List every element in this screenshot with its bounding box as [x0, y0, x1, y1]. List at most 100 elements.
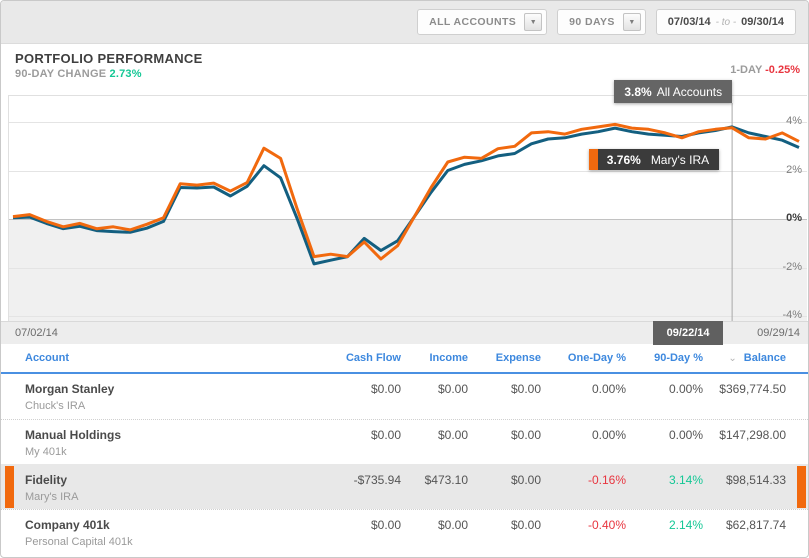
gridline-4pct [9, 122, 807, 123]
table-row-company-401k[interactable]: Company 401k Personal Capital 401k $0.00 $0… [1, 509, 808, 554]
one-day-pct-cell: 0.00% [591, 428, 626, 442]
table-row-morgan-stanley[interactable]: Morgan Stanley Chuck's IRA $0.00 $0.00 $0.00… [1, 374, 808, 419]
chart-plot-area[interactable]: 3.8% All Accounts 3.76% Mary's IRA 4% 2% 0… [8, 80, 807, 322]
one-day-change: 1-DAY -0.25% [730, 64, 800, 76]
table-body: Morgan Stanley Chuck's IRA $0.00 $0.00 $0.00… [1, 374, 808, 554]
ninety-day-change-label: 90-DAY CHANGE [15, 68, 107, 80]
series-line-mary-s-ira [12, 122, 800, 261]
period-dropdown-button[interactable]: ▼ [622, 13, 641, 31]
income-cell: $0.00 [437, 382, 468, 396]
tooltip-value: 3.76% [606, 152, 641, 167]
date-range-separator: - to - [715, 16, 737, 28]
ninety-day-change-value: 2.73% [109, 68, 142, 80]
cash-flow-cell: $0.00 [370, 428, 401, 442]
accounts-dropdown-label: ALL ACCOUNTS [429, 16, 517, 28]
column-header-account[interactable]: Account [25, 352, 69, 364]
x-axis: 07/02/14 09/29/14 09/22/14 [1, 321, 808, 345]
column-header-one-day[interactable]: One-Day % [567, 352, 626, 364]
column-header-balance[interactable]: ⌄ Balance [703, 352, 786, 364]
gridline--2pct [9, 267, 807, 269]
tooltip-value: 3.8% [624, 84, 652, 99]
expense-cell: $0.00 [510, 428, 541, 442]
account-subname: Mary's IRA [25, 491, 79, 503]
date-range-picker[interactable]: 07/03/14 - to - 09/30/14 [655, 9, 796, 35]
highlight-bar-left [5, 466, 14, 508]
cash-flow-cell: $0.00 [370, 382, 401, 396]
table-row-fidelity[interactable]: Fidelity Mary's IRA -$735.94 $473.10 $0.00 -0… [1, 464, 808, 509]
gridline--4pct [9, 316, 807, 317]
accounts-dropdown[interactable]: ALL ACCOUNTS ▼ [417, 9, 548, 35]
highlight-bar-right [797, 466, 806, 508]
expense-cell: $0.00 [510, 518, 541, 532]
column-header-cash-flow[interactable]: Cash Flow [345, 352, 401, 364]
one-day-change-label: 1-DAY [730, 64, 763, 76]
crosshair-tooltip-marys-ira: 3.76% Mary's IRA [588, 149, 720, 170]
date-range-end[interactable]: 09/30/14 [741, 16, 784, 28]
account-cell: Company 401k Personal Capital 401k [1, 518, 301, 549]
crosshair-tooltip-all-accounts: 3.8% All Accounts [614, 80, 733, 103]
account-subname: My 401k [25, 446, 67, 458]
sort-chevron-icon[interactable]: ⌄ [728, 352, 737, 364]
balance-cell: $98,514.33 [725, 473, 786, 487]
column-header-expense[interactable]: Expense [495, 352, 541, 364]
period-dropdown[interactable]: 90 DAYS ▼ [557, 9, 646, 35]
column-header-balance-label: Balance [743, 352, 786, 364]
table-header-row: Account Cash Flow Income Expense One-Day… [1, 344, 808, 374]
ninety-day-change: 90-DAY CHANGE 2.73% [15, 68, 142, 80]
chart-title: PORTFOLIO PERFORMANCE [15, 51, 203, 66]
gridline-2pct [9, 170, 807, 172]
y-axis-tick-label: 0% [786, 212, 802, 224]
income-cell: $473.10 [424, 473, 468, 487]
accounts-dropdown-button[interactable]: ▼ [524, 13, 543, 31]
account-cell: Morgan Stanley Chuck's IRA [1, 382, 301, 413]
series-color-swatch [588, 149, 598, 170]
cash-flow-cell: -$735.94 [353, 473, 401, 487]
account-name: Morgan Stanley [25, 382, 115, 396]
account-subname: Chuck's IRA [25, 400, 86, 412]
one-day-pct-cell: 0.00% [591, 382, 626, 396]
balance-cell: $147,298.00 [719, 428, 786, 442]
accounts-table: Account Cash Flow Income Expense One-Day… [1, 344, 808, 554]
toolbar: ALL ACCOUNTS ▼ 90 DAYS ▼ 07/03/14 - to -… [1, 1, 808, 44]
account-cell: Fidelity Mary's IRA [1, 473, 301, 504]
y-axis-tick-label: 4% [786, 115, 802, 127]
cash-flow-cell: $0.00 [370, 518, 401, 532]
one-day-pct-cell: -0.16% [587, 473, 626, 487]
balance-cell: $369,774.50 [719, 382, 786, 396]
ninety-day-pct-cell: 3.14% [668, 473, 703, 487]
gridline-0pct [9, 219, 807, 220]
performance-chart: PORTFOLIO PERFORMANCE 90-DAY CHANGE 2.73… [1, 44, 808, 345]
negative-region-band [9, 219, 807, 321]
account-name: Company 401k [25, 518, 110, 532]
ninety-day-pct-cell: 0.00% [668, 382, 703, 396]
y-axis-tick-label: -2% [782, 260, 802, 273]
date-range-start[interactable]: 07/03/14 [667, 16, 711, 28]
ninety-day-pct-cell: 2.14% [668, 518, 703, 532]
tooltip-label: Mary's IRA [650, 152, 710, 167]
tooltip-label: All Accounts [656, 84, 723, 99]
y-axis-tick-label: 2% [786, 163, 802, 176]
account-name: Manual Holdings [25, 428, 121, 442]
chevron-down-icon: ▼ [529, 18, 537, 26]
crosshair-date-label: 09/22/14 [653, 321, 724, 345]
ninety-day-pct-cell: 0.00% [668, 428, 703, 442]
chevron-down-icon: ▼ [628, 18, 636, 26]
x-axis-start-date: 07/02/14 [15, 327, 58, 339]
period-dropdown-label: 90 DAYS [569, 16, 615, 28]
expense-cell: $0.00 [510, 382, 541, 396]
income-cell: $0.00 [437, 518, 468, 532]
account-name: Fidelity [25, 473, 68, 487]
balance-cell: $62,817.74 [725, 518, 786, 532]
series-line-all-accounts [12, 125, 800, 266]
income-cell: $0.00 [437, 428, 468, 442]
one-day-change-value: -0.25% [765, 64, 800, 76]
column-header-ninety-day[interactable]: 90-Day % [654, 352, 703, 364]
column-header-income[interactable]: Income [429, 352, 468, 364]
x-axis-end-date: 09/29/14 [757, 327, 800, 339]
one-day-pct-cell: -0.40% [587, 518, 626, 532]
table-row-manual-holdings[interactable]: Manual Holdings My 401k $0.00 $0.00 $0.00 0.0… [1, 419, 808, 464]
y-axis-tick-label: -4% [782, 309, 802, 321]
expense-cell: $0.00 [510, 473, 541, 487]
account-subname: Personal Capital 401k [25, 536, 133, 548]
